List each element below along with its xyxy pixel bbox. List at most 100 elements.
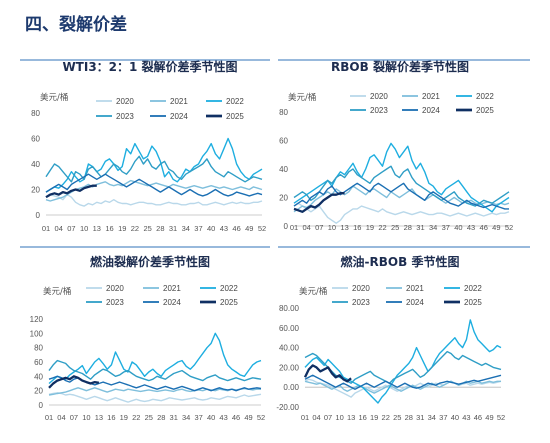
y-tick-label: 60.00 [279,324,300,333]
y-tick-label: 0.00 [283,383,299,392]
legend-item: 2024 [402,106,440,115]
legend-label: 2025 [220,298,238,307]
x-tick-label: 37 [442,223,450,232]
legend-item: 2025 [444,298,482,307]
x-tick-label: 07 [324,413,332,422]
x-tick-label: 34 [182,224,190,233]
y-tick-label: 40 [279,165,288,174]
x-tick-label: 46 [232,413,240,422]
x-tick-label: 13 [95,413,103,422]
legend-label: 2022 [226,97,244,106]
x-tick-label: 49 [245,224,253,233]
legend-item: 2024 [150,112,188,121]
x-tick-label: 13 [347,413,355,422]
x-tick-label: 16 [107,413,115,422]
series-line-2024 [45,173,263,197]
legend-label: 2025 [464,298,482,307]
x-tick-label: 22 [378,223,386,232]
legend-item: 2023 [86,298,124,307]
series-line-2022 [48,332,262,385]
legend-item: 2022 [206,97,244,106]
x-tick-label: 28 [404,223,412,232]
y-tick-label: 80 [279,108,288,117]
legend-item: 2022 [444,284,482,293]
x-tick-label: 31 [170,413,178,422]
x-tick-label: 43 [467,223,475,232]
series-line-2025 [48,375,100,389]
x-tick-label: 16 [105,224,113,233]
series-line-2025 [45,184,97,199]
x-tick-label: 34 [182,413,190,422]
series-line-2023 [45,155,263,183]
y-tick-label: 40 [31,160,40,169]
y-tick-label: 60 [31,135,40,144]
x-tick-label: 31 [416,413,424,422]
x-tick-label: 37 [439,413,447,422]
legend-label: 2023 [106,298,124,307]
legend-item: 2024 [143,298,181,307]
x-tick-label: 01 [42,224,50,233]
x-tick-label: 25 [391,223,399,232]
x-tick-label: 10 [82,413,90,422]
x-tick-label: 40 [207,224,215,233]
x-tick-label: 46 [480,223,488,232]
x-tick-label: 43 [220,224,228,233]
y-tick-label: 80.00 [279,304,300,313]
y-tick-label: 0 [36,211,41,220]
x-tick-label: 19 [370,413,378,422]
series-line-2022 [45,137,263,193]
legend-item: 2025 [206,112,244,121]
legend-label: 2020 [370,92,388,101]
y-tick-label: -20.00 [276,403,299,412]
y-tick-label: 120 [30,315,44,324]
x-tick-label: 52 [258,224,266,233]
y-tick-label: 80 [31,109,40,118]
x-tick-label: 43 [462,413,470,422]
x-tick-label: 19 [366,223,374,232]
series-line-2020 [304,378,502,398]
x-tick-label: 04 [302,223,310,232]
legend-label: 2023 [352,298,370,307]
y-axis-label: 美元/桶 [43,286,71,297]
legend-label: 2020 [352,284,370,293]
chart-title: WTI3：2：1 裂解价差季节性图 [62,59,237,74]
x-tick-label: 25 [393,413,401,422]
chart-title: 燃油-RBOB 季节性图 [341,254,460,269]
x-tick-label: 40 [454,223,462,232]
x-tick-label: 49 [492,223,500,232]
x-tick-label: 28 [157,413,165,422]
series-line-2021 [48,387,261,396]
x-tick-label: 01 [290,223,298,232]
y-tick-label: 80 [34,344,43,353]
x-tick-label: 10 [335,413,343,422]
series-line-2025 [303,364,352,383]
legend-label: 2025 [476,106,494,115]
y-tick-label: 0 [284,222,289,231]
x-tick-label: 31 [169,224,177,233]
legend-label: 2023 [370,106,388,115]
x-tick-label: 31 [416,223,424,232]
series-line-2025 [293,192,345,213]
x-tick-label: 07 [315,223,323,232]
legend-label: 2023 [116,112,134,121]
legend-item: 2021 [386,284,424,293]
legend-item: 2020 [350,92,388,101]
x-tick-label: 22 [132,413,140,422]
y-tick-label: 20 [279,194,288,203]
legend-label: 2022 [476,92,494,101]
x-tick-label: 37 [194,224,202,233]
x-tick-label: 46 [474,413,482,422]
x-tick-label: 43 [219,413,227,422]
series-line-2022 [304,319,502,404]
series-line-2023 [48,359,262,382]
legend-item: 2020 [86,284,124,293]
y-axis-label: 美元/桶 [40,92,68,103]
x-tick-label: 16 [358,413,366,422]
x-tick-label: 04 [312,413,320,422]
x-tick-label: 16 [353,223,361,232]
x-tick-label: 49 [485,413,493,422]
chart-title: RBOB 裂解价差季节性图 [331,59,469,74]
